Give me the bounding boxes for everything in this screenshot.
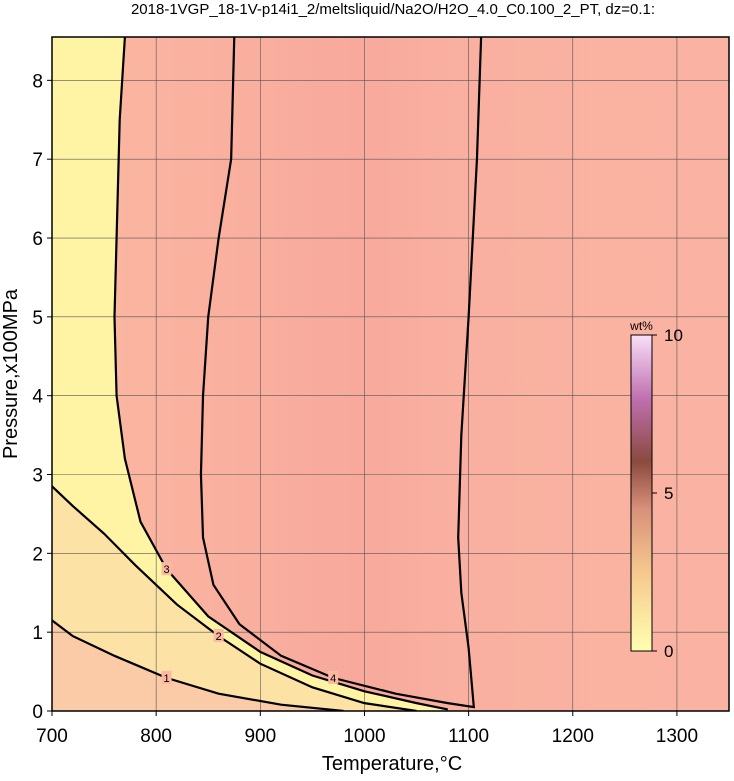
y-tick-label: 3 (32, 466, 43, 487)
x-tick-label: 900 (244, 726, 276, 747)
chart-title: 2018-1VGP_18-1V-p14i1_2/meltsliquid/Na2O… (131, 1, 655, 18)
contour-label-bg (328, 670, 339, 684)
contour-label: 4 (330, 673, 336, 685)
y-tick-label: 0 (32, 702, 43, 723)
colorbar-tick-label: 10 (664, 326, 683, 345)
y-tick-label: 8 (32, 71, 43, 92)
plot-area: 1 2 3 4 (52, 37, 729, 711)
colorbar-tick-label: 5 (664, 484, 673, 503)
contour-line (113, 37, 449, 711)
contour-label-bg (161, 670, 172, 684)
y-tick-label: 1 (32, 623, 43, 644)
plot-frame (51, 36, 730, 712)
contour-fill (52, 37, 344, 711)
contour-line (52, 485, 417, 711)
y-tick-label: 4 (32, 387, 43, 408)
y-tick-label: 5 (32, 308, 43, 329)
contour-label: 3 (164, 564, 170, 576)
x-tick-label: 1300 (656, 726, 698, 747)
y-axis-label: Pressure,x100MPa (0, 288, 22, 459)
x-axis-label: Temperature,°C (322, 753, 462, 775)
colorbar-scale (630, 334, 653, 652)
y-tick-label: 6 (32, 229, 43, 250)
colorbar-tick-label: 0 (664, 642, 673, 661)
colorbar-label: wt% (629, 319, 653, 333)
x-tick-label: 700 (36, 726, 68, 747)
colorbar: wt% 0 5 10 (629, 319, 683, 661)
y-tick-label: 2 (32, 544, 43, 565)
contour-label: 2 (216, 631, 222, 643)
x-tick-label: 1000 (343, 726, 385, 747)
contour-label: 1 (164, 673, 170, 685)
x-tick-label: 800 (140, 726, 172, 747)
x-tick-label: 1200 (552, 726, 594, 747)
x-tick-label: 1100 (448, 726, 489, 747)
y-tick-label: 7 (32, 150, 43, 171)
contour-label-bg (161, 562, 172, 576)
contour-label-bg (213, 629, 224, 643)
